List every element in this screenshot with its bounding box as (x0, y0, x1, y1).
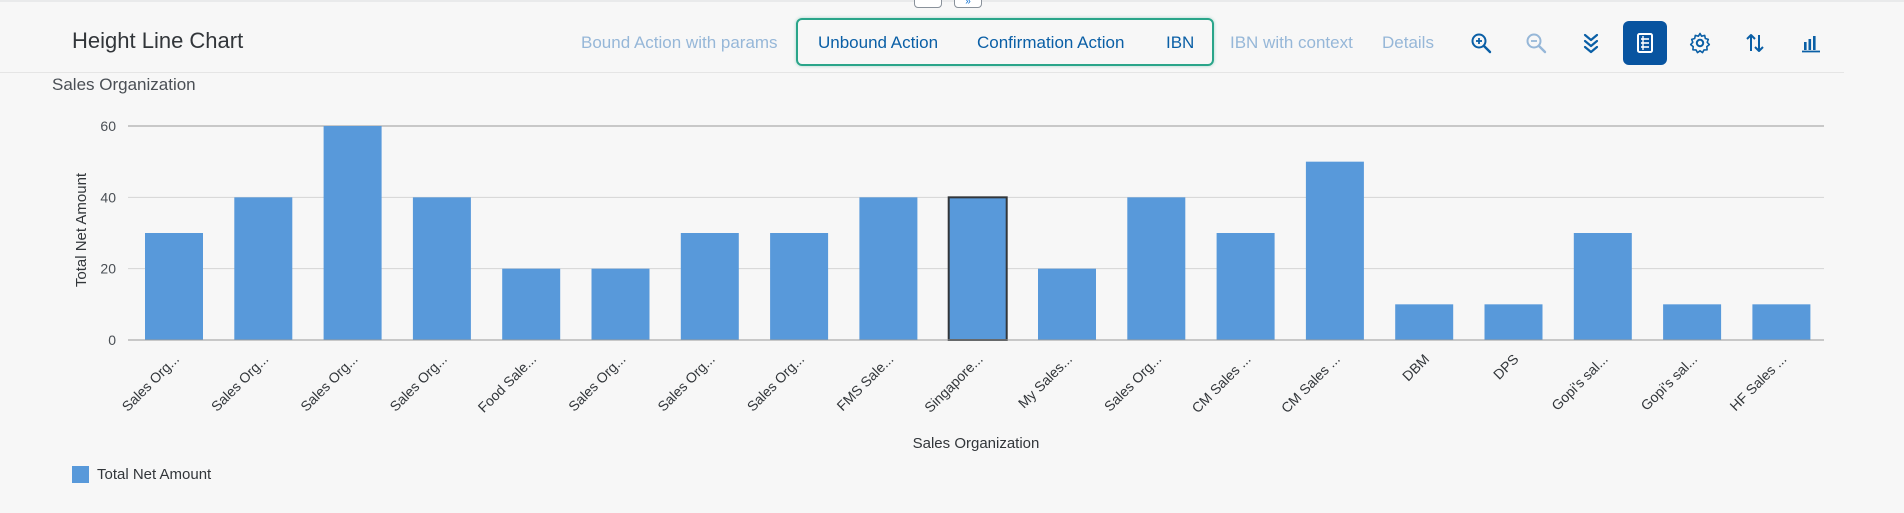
x-axis-title: Sales Organization (913, 435, 1040, 452)
x-tick-label: Sales Org... (386, 351, 450, 415)
unbound-action-button[interactable]: Unbound Action (818, 33, 939, 52)
bar (947, 196, 1008, 342)
bound-action-button[interactable]: Bound Action with params (581, 33, 778, 52)
x-tick-label: Gopi's sal... (1548, 351, 1611, 414)
zoom-in-icon[interactable] (1459, 21, 1503, 65)
x-tick-label: CM Sales ... (1278, 351, 1343, 416)
nav-expand-button[interactable]: » (954, 0, 982, 8)
bar-chart: 0 20 40 60 Sales Org... Sales Org... Sales Org… (73, 118, 1824, 452)
table-view-icon[interactable] (1623, 21, 1667, 65)
chart-title: Sales Organization (52, 75, 196, 94)
bar (1752, 304, 1811, 340)
y-tick-label: 0 (108, 332, 116, 348)
bar (591, 268, 650, 340)
confirmation-action-button[interactable]: Confirmation Action (977, 33, 1125, 52)
top-edge (0, 0, 1904, 2)
bar (412, 197, 471, 340)
bar (234, 197, 293, 340)
x-tick-label: Food Sale... (475, 351, 540, 416)
x-tick-label: Sales Org... (208, 351, 272, 415)
bar (680, 233, 739, 340)
bar (1484, 304, 1543, 340)
x-tick-label: DBM (1399, 351, 1432, 384)
x-tick-label: Sales Org... (119, 351, 183, 415)
x-tick-label: Sales Org... (744, 351, 808, 415)
bar (859, 197, 918, 340)
y-axis-title: Total Net Amount (73, 172, 90, 287)
highlight-box (796, 18, 1214, 66)
chart-toolbar: Height Line Chart Bound Action with para… (0, 0, 1844, 73)
ibn-with-context-button[interactable]: IBN with context (1230, 33, 1353, 52)
x-tick-label: Sales Org... (654, 351, 718, 415)
bar (1663, 304, 1722, 340)
y-tick-label: 40 (100, 189, 116, 205)
x-tick-label: DPS (1490, 351, 1522, 383)
legend-label: Total Net Amount (97, 466, 212, 483)
settings-icon[interactable] (1678, 21, 1722, 65)
bar (1573, 233, 1632, 340)
bar (145, 233, 203, 340)
ibn-button[interactable]: IBN (1166, 33, 1195, 52)
x-tick-label: Sales Org... (565, 351, 629, 415)
x-tick-label: Singapore... (921, 351, 986, 416)
y-tick-label: 20 (100, 261, 116, 277)
x-tick-label: My Sales... (1015, 351, 1075, 411)
bar (1395, 304, 1454, 340)
bar (323, 126, 382, 340)
zoom-out-icon[interactable] (1514, 21, 1558, 65)
x-tick-label: Sales Org... (297, 351, 361, 415)
sort-icon[interactable] (1733, 21, 1777, 65)
x-tick-label: FMS Sale... (833, 351, 896, 414)
drill-down-icon[interactable] (1569, 21, 1613, 65)
page-title: Height Line Chart (72, 28, 244, 53)
x-tick-label: Gopi's sal... (1637, 351, 1700, 414)
y-tick-label: 60 (100, 118, 116, 134)
x-tick-label: HF Sales ... (1726, 351, 1789, 414)
chart-type-icon[interactable] (1789, 21, 1833, 65)
x-tick-label: Sales Org... (1101, 351, 1165, 415)
legend-swatch (72, 466, 89, 483)
bar (770, 233, 829, 340)
details-button[interactable]: Details (1382, 33, 1434, 52)
bar (1216, 233, 1275, 340)
nav-up-button[interactable]: ⌃ (914, 0, 942, 8)
x-tick-label: CM Sales ... (1188, 351, 1253, 416)
chart-legend: Total Net Amount (72, 466, 211, 483)
bar (1305, 161, 1364, 340)
bar (1038, 268, 1096, 340)
bar (502, 268, 561, 340)
bar (1127, 197, 1186, 340)
